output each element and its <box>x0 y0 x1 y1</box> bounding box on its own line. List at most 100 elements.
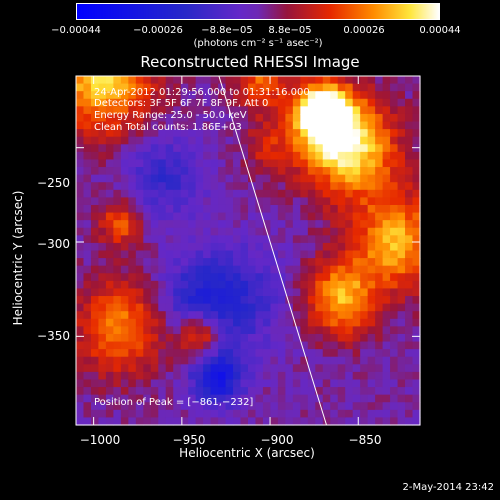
heatmap-cell <box>210 258 219 267</box>
heatmap-cell <box>128 258 137 267</box>
heatmap-cell <box>218 136 227 145</box>
heatmap-cell <box>330 121 339 130</box>
heatmap-cell <box>165 265 174 274</box>
heatmap-cell <box>188 356 197 365</box>
heatmap-cell <box>285 364 294 373</box>
heatmap-cell <box>113 258 122 267</box>
heatmap-cell <box>173 364 182 373</box>
heatmap-cell <box>98 174 107 183</box>
heatmap-cell <box>90 212 100 221</box>
heatmap-cell <box>255 288 264 297</box>
heatmap-cell <box>292 76 301 85</box>
heatmap-cell <box>412 197 421 206</box>
heatmap-cell <box>120 394 129 403</box>
heatmap-cell <box>180 106 189 115</box>
heatmap-cell <box>375 212 384 221</box>
heatmap-cell <box>83 106 92 115</box>
heatmap-cell <box>277 349 286 358</box>
heatmap-cell <box>98 121 107 130</box>
heatmap-cell <box>390 265 399 274</box>
heatmap-cell <box>195 83 204 92</box>
heatmap-cell <box>397 220 406 229</box>
heatmap-cell <box>405 409 414 419</box>
heatmap-cell <box>367 182 376 191</box>
heatmap-cell <box>188 394 197 403</box>
heatmap-cell <box>188 174 197 183</box>
heatmap-cell <box>83 212 92 221</box>
heatmap-cell <box>382 326 391 335</box>
heatmap-cell <box>76 387 85 396</box>
heatmap-cell <box>352 258 361 267</box>
heatmap-cell <box>405 318 414 327</box>
heatmap-cell <box>375 167 384 176</box>
heatmap-cell <box>210 113 219 123</box>
heatmap-cell <box>83 417 92 426</box>
heatmap-cell <box>158 159 167 168</box>
heatmap-cell <box>307 204 316 214</box>
heatmap-cell <box>90 113 100 123</box>
heatmap-cell <box>352 341 361 350</box>
heatmap-cell <box>165 242 174 252</box>
heatmap-cell <box>360 364 369 373</box>
heatmap-cell <box>188 371 197 381</box>
heatmap-cell <box>375 417 384 426</box>
heatmap-cell <box>105 151 114 161</box>
heatmap-cell <box>150 349 159 358</box>
heatmap-cell <box>382 371 391 381</box>
heatmap-cell <box>315 98 324 107</box>
heatmap-cell <box>165 174 174 183</box>
colorbar-tick: −8.8e−05 <box>201 25 253 36</box>
heatmap-cell <box>315 197 324 206</box>
heatmap-cell <box>98 151 107 161</box>
heatmap-cell <box>307 174 316 183</box>
heatmap-cell <box>158 220 167 229</box>
heatmap-cell <box>307 311 316 320</box>
heatmap-cell <box>255 227 264 236</box>
heatmap-cell <box>315 204 324 214</box>
heatmap-cell <box>352 349 361 358</box>
heatmap-cell <box>285 197 294 206</box>
heatmap-cell <box>203 197 212 206</box>
heatmap-cell <box>412 242 421 252</box>
heatmap-cell <box>150 394 159 403</box>
heatmap-cell <box>218 159 227 168</box>
heatmap-cell <box>277 303 286 312</box>
heatmap-cell <box>285 326 294 335</box>
heatmap-cell <box>337 417 346 426</box>
heatmap-cell <box>210 212 219 221</box>
heatmap-cell <box>307 296 316 305</box>
heatmap-cell <box>367 349 376 358</box>
heatmap-cell <box>128 296 137 305</box>
heatmap-cell <box>352 326 361 335</box>
heatmap-cell <box>330 333 339 343</box>
heatmap-cell <box>225 189 234 198</box>
heatmap-cell <box>76 417 85 426</box>
heatmap-cell <box>188 311 197 320</box>
heatmap-cell <box>315 235 324 244</box>
heatmap-cell <box>405 129 414 138</box>
heatmap-cell <box>188 326 197 335</box>
heatmap-cell <box>120 136 129 145</box>
x-tick-label: −900 <box>260 433 294 447</box>
heatmap-cell <box>240 265 249 274</box>
heatmap-cell <box>225 159 234 168</box>
heatmap-cell <box>165 220 174 229</box>
heatmap-cell <box>165 394 174 403</box>
heatmap-cell <box>277 189 286 198</box>
heatmap-cell <box>352 280 361 290</box>
heatmap-cell <box>188 189 197 198</box>
heatmap-cell <box>375 402 384 411</box>
heatmap-cell <box>218 409 227 419</box>
heatmap-cell <box>113 409 122 419</box>
heatmap-cell <box>375 98 384 107</box>
heatmap-cell <box>203 106 212 115</box>
heatmap-cell <box>180 136 189 145</box>
heatmap-cell <box>180 379 189 388</box>
heatmap-cell <box>128 204 137 214</box>
heatmap-cell <box>195 333 204 343</box>
heatmap-cell <box>203 121 212 130</box>
heatmap-cell <box>337 136 346 145</box>
heatmap-cell <box>173 417 182 426</box>
heatmap-cell <box>345 356 354 365</box>
heatmap-cell <box>120 296 129 305</box>
